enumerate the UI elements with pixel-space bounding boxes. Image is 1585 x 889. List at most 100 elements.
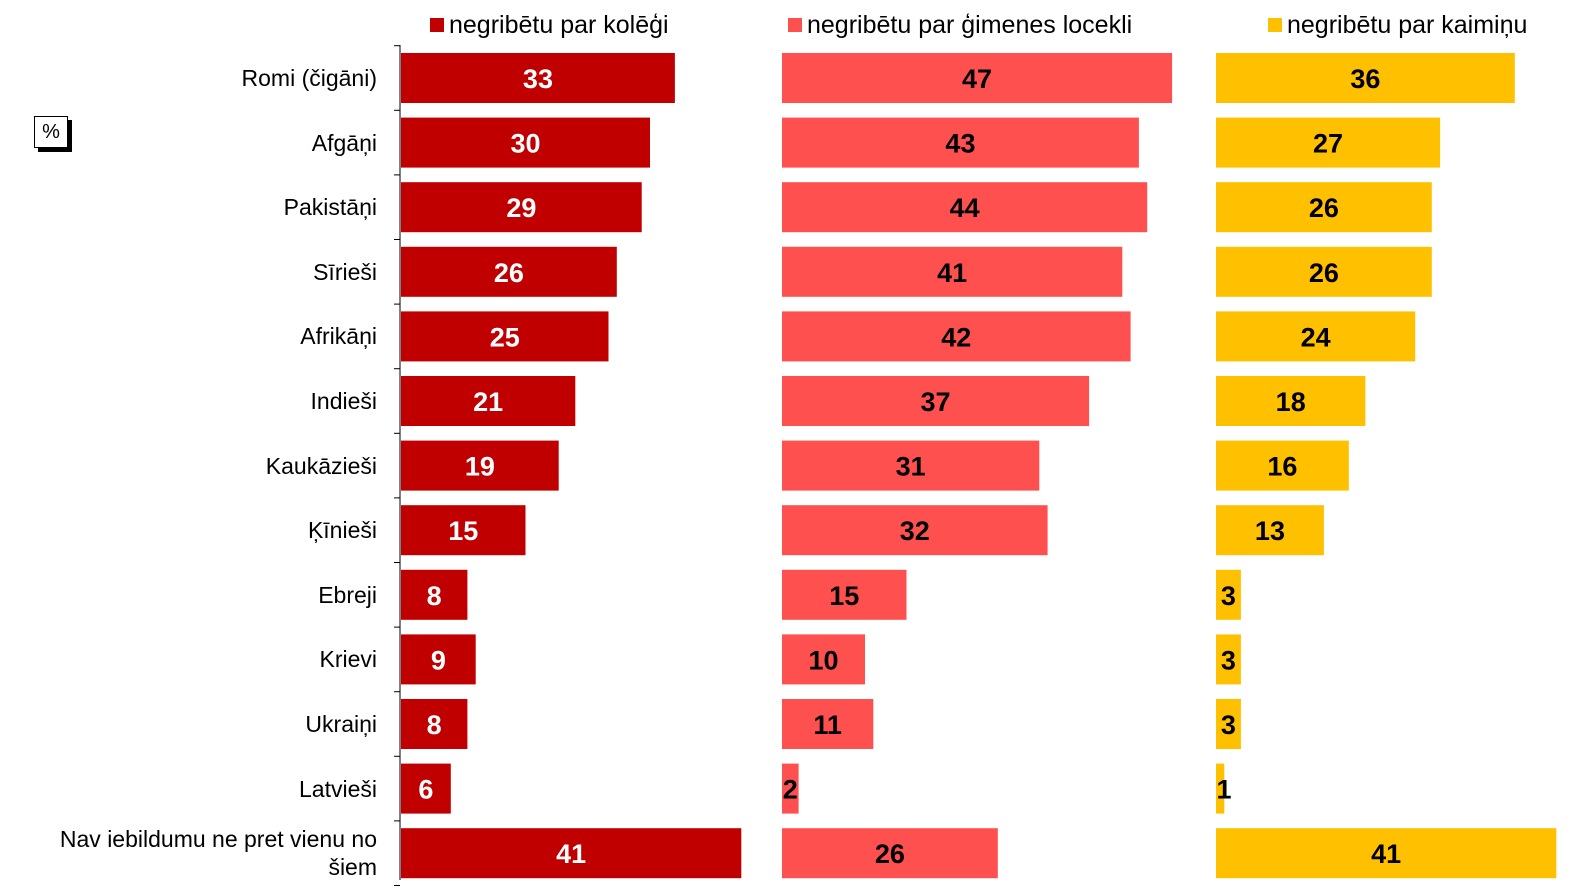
category-label: Romi (čigāni): [241, 65, 377, 91]
unit-label: %: [34, 116, 68, 148]
bar: [782, 440, 1040, 491]
bar: [1216, 376, 1366, 426]
bar: [1216, 505, 1324, 556]
bar: [1216, 763, 1225, 814]
legend-label: negribētu par kolēģi: [449, 11, 669, 39]
bar: [401, 828, 742, 879]
value-label: 27: [1313, 129, 1343, 159]
bar: [1216, 117, 1441, 168]
value-label: 32: [900, 516, 930, 546]
value-label: 15: [448, 516, 478, 546]
value-label: 8: [427, 710, 442, 740]
bar: [1216, 311, 1416, 362]
value-label: 8: [427, 581, 442, 611]
category-label: Afgāņi: [311, 129, 377, 156]
bar: [401, 53, 675, 103]
value-label: 43: [945, 129, 975, 159]
bar: [782, 53, 1173, 103]
value-label: 30: [510, 129, 540, 159]
value-label: 21: [473, 387, 503, 417]
bar: [1216, 699, 1241, 749]
value-label: 47: [962, 64, 992, 94]
bar: [782, 182, 1148, 233]
value-label: 18: [1276, 387, 1306, 417]
legend-label: negribētu par ģimenes locekli: [807, 11, 1132, 39]
value-label: 41: [556, 839, 586, 869]
value-label: 42: [941, 322, 971, 352]
value-label: 36: [1350, 64, 1380, 94]
bar: [782, 117, 1139, 168]
value-label: 29: [506, 193, 536, 223]
value-label: 19: [465, 452, 495, 482]
bar: [1216, 828, 1557, 879]
bar: [401, 311, 609, 362]
bar: [401, 699, 468, 749]
category-label: Nav iebildumu ne pret vienu no šiem: [59, 826, 377, 881]
value-label: 37: [921, 387, 951, 417]
value-label: 31: [896, 452, 926, 482]
value-label: 24: [1301, 322, 1331, 352]
bar: [782, 505, 1048, 556]
category-label: Kaukāzieši: [265, 452, 377, 479]
category-label: Ukraiņi: [305, 711, 377, 737]
value-label: 26: [1309, 193, 1339, 223]
bar: [1216, 246, 1432, 297]
value-label: 3: [1221, 581, 1236, 611]
value-label: 33: [523, 64, 553, 94]
value-label: 1: [1216, 775, 1231, 805]
value-label: 15: [829, 581, 859, 611]
value-label: 44: [950, 193, 980, 223]
category-label: Sīrieši: [313, 258, 377, 285]
bar: [782, 311, 1131, 362]
category-label: Krievi: [319, 646, 377, 673]
legend-label: negribētu par kaimiņu: [1287, 11, 1527, 39]
category-label: Ebreji: [318, 581, 377, 608]
bar: [401, 505, 526, 556]
legend-swatch: [788, 18, 802, 32]
bar: [1216, 53, 1515, 103]
bar: [401, 634, 476, 685]
bar: [1216, 634, 1241, 685]
bar: [401, 763, 451, 814]
bar: [782, 569, 907, 620]
legend-swatch: [1268, 18, 1282, 32]
bar: [782, 246, 1123, 297]
category-label: Pakistāņi: [283, 194, 377, 221]
bar: [401, 569, 468, 620]
bar: [401, 440, 559, 491]
value-label: 6: [418, 775, 433, 805]
bar: [782, 634, 865, 685]
value-label: 3: [1221, 645, 1236, 675]
bar: [401, 182, 642, 233]
bar: [1216, 182, 1432, 233]
value-label: 26: [875, 839, 905, 869]
bar: [401, 376, 576, 426]
category-label: Latvieši: [299, 775, 377, 802]
bar: [401, 246, 617, 297]
category-label: Ķīnieši: [307, 517, 377, 544]
bar: [782, 376, 1090, 426]
value-label: 9: [431, 645, 446, 675]
bar: [782, 828, 998, 879]
value-label: 16: [1267, 452, 1297, 482]
value-label: 26: [1309, 258, 1339, 288]
value-label: 41: [1371, 839, 1401, 869]
value-label: 13: [1255, 516, 1285, 546]
category-label: Indieši: [310, 388, 377, 414]
bar: [782, 699, 874, 749]
value-label: 25: [490, 322, 520, 352]
value-label: 2: [783, 775, 798, 805]
value-label: 41: [937, 258, 967, 288]
bar: [401, 117, 650, 168]
value-label: 26: [494, 258, 524, 288]
bar: [1216, 440, 1349, 491]
value-label: 11: [813, 710, 842, 740]
category-label: Afrikāņi: [300, 323, 377, 350]
value-label: 3: [1221, 710, 1236, 740]
legend-swatch: [430, 18, 444, 32]
bar: [1216, 569, 1241, 620]
value-label: 10: [808, 645, 838, 675]
bar: [782, 763, 799, 814]
